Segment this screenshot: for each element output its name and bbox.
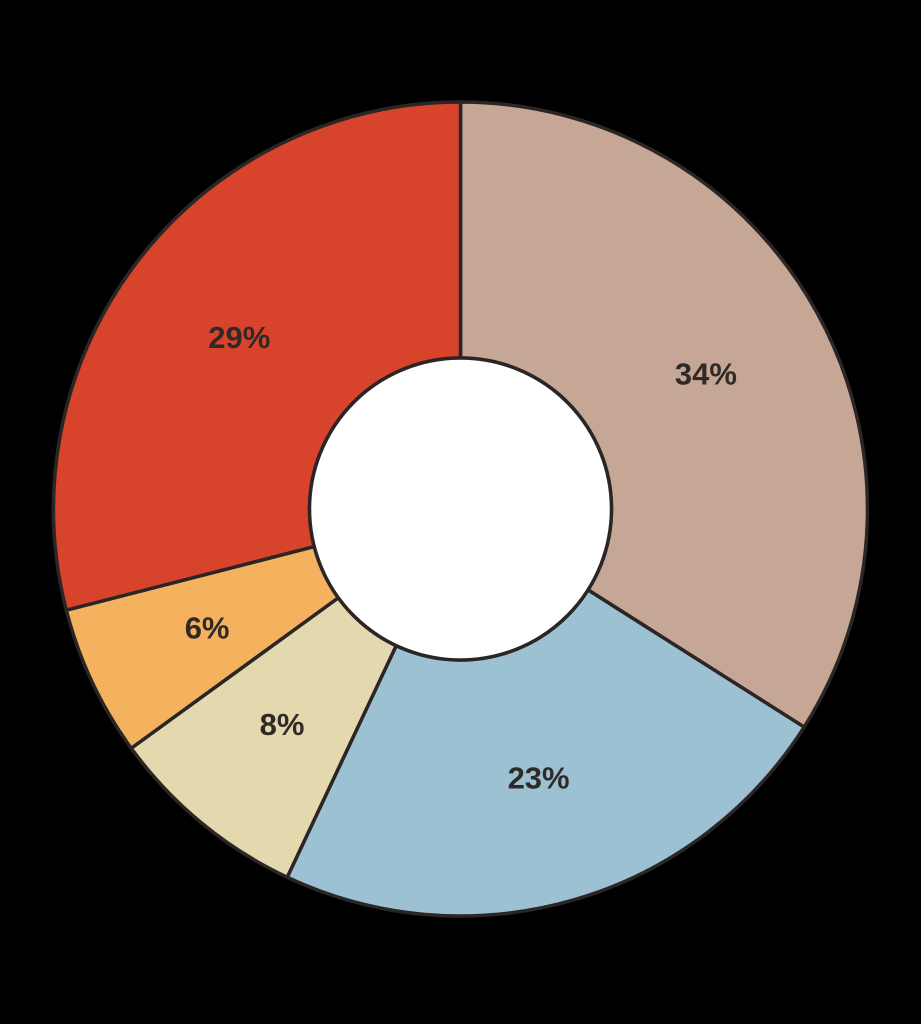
slice-label-23pct: 23%	[508, 760, 570, 795]
slice-label-29pct: 29%	[208, 320, 270, 355]
slice-label-34pct: 34%	[675, 357, 737, 392]
slice-label-8pct: 8%	[260, 707, 305, 742]
donut-hole	[307, 356, 614, 662]
slice-label-6pct: 6%	[185, 611, 230, 646]
